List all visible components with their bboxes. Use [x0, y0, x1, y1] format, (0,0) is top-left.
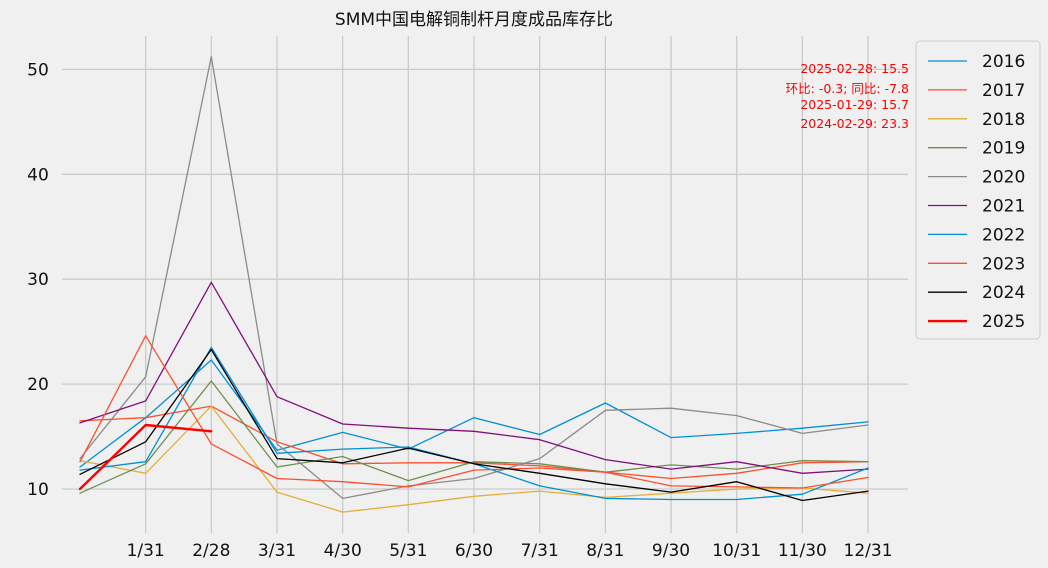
x-tick-label: 9/30 — [652, 541, 690, 561]
legend-label[interactable]: 2018 — [982, 110, 1025, 130]
series-line-2023 — [79, 335, 869, 489]
legend-label[interactable]: 2016 — [982, 52, 1025, 72]
legend-label[interactable]: 2024 — [982, 283, 1025, 303]
y-tick-label: 30 — [27, 270, 49, 290]
legend-label[interactable]: 2021 — [982, 197, 1025, 217]
legend-label[interactable]: 2022 — [982, 225, 1025, 245]
annotation-line: 2025-02-28: 15.5 — [800, 61, 909, 76]
x-tick-label: 6/30 — [455, 541, 493, 561]
legend-label[interactable]: 2023 — [982, 254, 1025, 274]
legend-label[interactable]: 2020 — [982, 168, 1025, 188]
series-line-2019 — [79, 380, 869, 494]
series-lines — [78, 56, 869, 513]
x-tick-label: 5/31 — [389, 541, 427, 561]
x-tick-label: 11/30 — [778, 541, 827, 561]
annotation-box: 2025-02-28: 15.5 环比: -0.3; 同比: -7.82025-0… — [786, 61, 909, 131]
y-tick-label: 20 — [27, 375, 49, 395]
series-line-2024 — [79, 348, 869, 502]
grid — [62, 36, 908, 533]
x-tick-label: 10/31 — [712, 541, 761, 561]
x-tick-label: 2/28 — [192, 541, 230, 561]
x-tick-label: 8/31 — [586, 541, 624, 561]
series-line-2018 — [79, 405, 869, 513]
series-line-2025 — [78, 423, 213, 491]
annotation-line: 环比: -0.3; 同比: -7.8 — [786, 81, 909, 96]
x-tick-label: 4/30 — [324, 541, 362, 561]
x-tick-label: 1/31 — [127, 541, 165, 561]
chart-title: SMM中国电解铜制杆月度成品库存比 — [335, 10, 613, 30]
x-tick-label: 3/31 — [258, 541, 296, 561]
series-line-2016 — [79, 359, 869, 468]
legend-label[interactable]: 2019 — [982, 139, 1025, 159]
x-tick-label: 7/31 — [521, 541, 559, 561]
y-tick-label: 50 — [27, 60, 49, 80]
legend-label[interactable]: 2025 — [982, 312, 1025, 332]
x-tick-label: 12/31 — [844, 541, 893, 561]
axis-ticks: 1/31 2/28 3/31 4/30 5/31 6/30 7/31 8/31 9/30 10/3… — [27, 60, 892, 561]
y-tick-label: 10 — [27, 480, 49, 500]
annotation-line: 2024-02-29: 23.3 — [800, 116, 909, 131]
series-line-2021 — [79, 281, 869, 474]
y-tick-label: 40 — [27, 165, 49, 185]
legend[interactable]: 2016 2017 2018 2019 2020 2021 2022 2023 2024 2025 — [915, 40, 1041, 340]
series-line-2020 — [79, 56, 869, 500]
annotation-line: 2025-01-29: 15.7 — [800, 97, 909, 112]
legend-label[interactable]: 2017 — [982, 81, 1025, 101]
legend-box — [915, 40, 1041, 340]
